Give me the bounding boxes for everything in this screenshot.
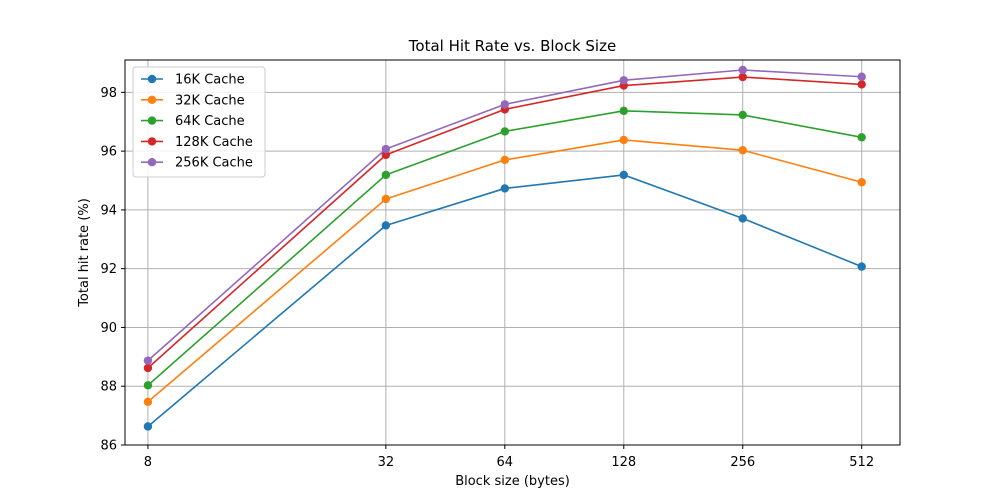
data-point [738, 146, 747, 155]
legend: 16K Cache 32K Cache 64K Cache 128K Cache 256… [132, 66, 266, 178]
x-tick-label: 256 [730, 455, 755, 470]
legend-box [132, 66, 266, 178]
series-line [147, 110, 862, 386]
series-4 [143, 65, 866, 365]
x-axis-label: Block size (bytes) [455, 474, 570, 489]
series-3 [143, 72, 866, 373]
legend-item: 32K Cache [141, 93, 245, 108]
data-point [619, 106, 628, 116]
y-axis-label: Total hit rate (%) [77, 198, 92, 308]
data-point [143, 381, 153, 390]
x-tick-label: 32 [378, 455, 395, 470]
data-point [738, 110, 747, 120]
x-tick-label: 128 [611, 455, 636, 470]
data-point [381, 221, 391, 230]
data-point [500, 184, 510, 193]
legend-label: 32K Cache [175, 93, 245, 108]
x-tick-label: 64 [497, 455, 514, 470]
legend-item: 16K Cache [141, 73, 245, 88]
x-tick-label: 512 [849, 455, 874, 470]
data-point [381, 144, 391, 154]
legend-swatch-marker [147, 158, 157, 167]
y-tick-label: 86 [100, 439, 117, 454]
data-point [143, 422, 153, 431]
data-point [500, 155, 510, 165]
data-point [619, 135, 628, 145]
y-tick-label: 90 [100, 321, 117, 336]
legend-label: 128K Cache [175, 135, 253, 150]
series-layer [143, 65, 866, 431]
data-point [738, 72, 747, 82]
data-point [381, 150, 391, 160]
series-line [147, 174, 863, 428]
data-point [857, 262, 866, 271]
y-tick-label: 92 [100, 262, 117, 277]
x-axis: 8 32 64 128 256 512 [144, 445, 874, 470]
data-point [381, 194, 391, 204]
series-line [147, 139, 862, 403]
plot-frame [124, 59, 901, 446]
data-point [738, 214, 747, 223]
legend-item: 256K Cache [141, 156, 253, 171]
y-tick-label: 88 [100, 380, 117, 395]
data-point [857, 72, 866, 81]
series-line [147, 76, 862, 369]
data-point [500, 127, 510, 136]
data-point [619, 76, 628, 85]
legend-swatch-marker [147, 95, 157, 105]
legend-swatch-marker [147, 116, 157, 125]
series-line [147, 69, 862, 362]
data-point [857, 80, 866, 89]
chart-title: Total Hit Rate vs. Block Size [408, 37, 616, 55]
series-0 [143, 170, 866, 431]
legend-label: 16K Cache [175, 73, 245, 88]
data-point [143, 397, 153, 406]
y-tick-label: 98 [100, 86, 117, 101]
data-point [857, 178, 866, 187]
legend-item: 64K Cache [141, 114, 245, 129]
series-2 [143, 106, 866, 390]
legend-label: 256K Cache [175, 156, 253, 171]
data-point [619, 170, 628, 180]
x-tick-label: 8 [144, 455, 152, 470]
series-1 [143, 135, 866, 406]
legend-swatch-marker [147, 74, 157, 84]
data-point [143, 356, 153, 365]
legend-label: 64K Cache [175, 114, 245, 129]
legend-item: 128K Cache [141, 135, 253, 150]
y-tick-label: 94 [100, 203, 117, 218]
y-axis: 86 88 90 92 94 96 98 [100, 86, 125, 454]
data-point [738, 65, 747, 75]
data-point [857, 133, 866, 142]
y-tick-label: 96 [100, 145, 117, 160]
legend-swatch-marker [147, 137, 157, 146]
data-point [143, 363, 153, 373]
data-point [381, 170, 391, 180]
data-point [500, 100, 510, 109]
